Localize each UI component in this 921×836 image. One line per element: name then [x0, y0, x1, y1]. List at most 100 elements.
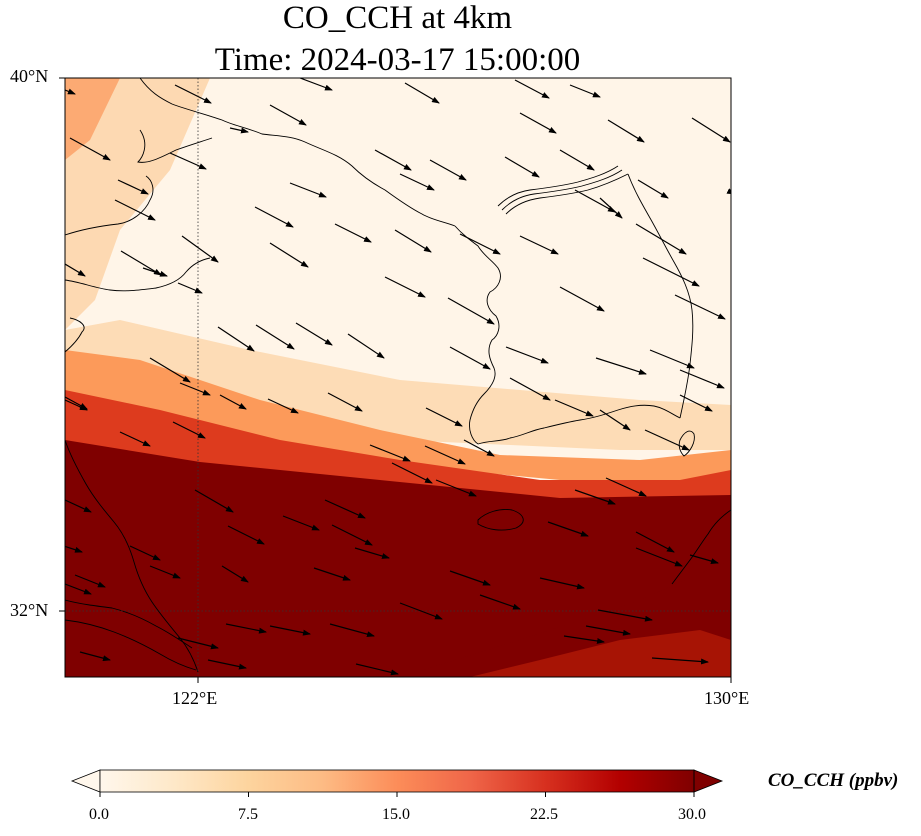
field-west-orange [65, 78, 210, 330]
wind-arrow [142, 267, 168, 277]
wind-arrow [65, 499, 92, 513]
coast-jiangsu [65, 317, 85, 353]
wind-arrow [514, 79, 550, 99]
wind-arrow [354, 547, 390, 559]
wind-arrow [435, 479, 477, 497]
wind-arrow [129, 545, 161, 561]
wind-arrow [194, 489, 234, 513]
wind-arrow [547, 521, 589, 537]
wind-arrow [585, 625, 631, 636]
field-nw-corner [65, 78, 120, 160]
wind-arrow [177, 282, 203, 294]
wind-arrow [574, 189, 616, 213]
colorbar-extend-min [70, 769, 101, 793]
field-dark-red [65, 440, 731, 677]
coast-korea-west [454, 225, 501, 445]
wind-arrow [65, 396, 88, 410]
wind-arrow [229, 127, 249, 134]
wind-arrow [181, 235, 219, 263]
wind-arrow [174, 84, 212, 104]
map-title-line1: CO_CCH at 4km [282, 0, 513, 36]
tsushima [678, 430, 695, 457]
wind-arrow [447, 297, 495, 325]
wind-arrow [219, 394, 247, 410]
wind-arrow [674, 294, 726, 320]
wind-arrow [177, 637, 219, 650]
wind-arrow [329, 623, 375, 638]
map-title-line2: Time: 2024-03-17 15:00:00 [214, 42, 581, 78]
wind-arrow [221, 565, 249, 583]
field-se-lighter [470, 630, 731, 677]
wind-arrow [563, 635, 605, 644]
yangtze-river [65, 599, 193, 649]
wind-arrow [355, 663, 399, 676]
wind-arrow [74, 574, 106, 588]
colorbar-tick-label-4: 30.0 [678, 806, 706, 823]
coast-north-korea-border [505, 173, 629, 215]
coast-liaodong [139, 78, 456, 227]
wind-arrow [65, 88, 76, 95]
lat-label-32n: 32°N [10, 600, 49, 620]
wind-arrow [651, 657, 709, 665]
wind-arrow [169, 152, 207, 170]
wind-arrow [149, 565, 181, 579]
wind-arrow [574, 489, 616, 505]
wind-arrow [599, 409, 631, 431]
map-plot-area [65, 78, 731, 677]
coast-north-korea-border-2 [501, 169, 623, 211]
wind-arrow [635, 547, 683, 567]
wind-vectors [65, 78, 731, 676]
wind-arrow [509, 377, 551, 401]
wind-arrow [217, 326, 255, 352]
wind-arrow [327, 392, 363, 412]
wind-arrow [120, 250, 162, 276]
wind-arrow [65, 583, 92, 595]
wind-arrow [374, 149, 412, 171]
wind-arrow [649, 349, 695, 369]
wind-arrow [394, 229, 432, 253]
yangtze-river-2 [65, 619, 197, 671]
wind-arrow [391, 462, 433, 484]
wind-arrow [599, 197, 623, 219]
wind-arrow [519, 235, 559, 255]
colorbar-tick-label-2: 15.0 [382, 806, 410, 823]
wind-arrow [295, 322, 333, 346]
wind-arrow [119, 431, 151, 447]
wind-arrow [207, 659, 247, 670]
wind-arrow [324, 499, 366, 519]
wind-arrow [404, 82, 440, 104]
wind-arrow [269, 104, 307, 126]
wind-arrow [504, 156, 540, 178]
wind-arrow [429, 159, 467, 181]
wind-arrow [117, 179, 149, 195]
wind-arrow [267, 398, 299, 414]
wind-arrow [559, 149, 595, 171]
wind-arrow [449, 346, 491, 370]
wind-arrow [79, 651, 111, 662]
field-moderate-band [65, 320, 731, 450]
wind-arrow [505, 346, 549, 364]
kyushu-coast [671, 509, 731, 585]
lon-label-122e: 122°E [172, 688, 218, 708]
colorbar-tick-label-1: 7.5 [238, 806, 258, 823]
wind-arrow [519, 112, 557, 134]
lat-label-40n: 40°N [10, 66, 49, 86]
wind-arrow [289, 182, 327, 198]
colorbar-label: CO_CCH (ppbv) [768, 770, 899, 791]
wind-arrow [347, 333, 385, 359]
wind-arrow [149, 357, 191, 383]
wind-arrow [635, 531, 675, 553]
colorbar [100, 770, 694, 792]
wind-arrow [689, 554, 719, 564]
jeju-island [477, 509, 524, 531]
wind-arrow [559, 286, 605, 312]
wind-arrow [644, 429, 690, 451]
coast-korea-south [477, 404, 681, 445]
wind-arrow [399, 602, 443, 620]
colorbar-tick-label-3: 22.5 [530, 806, 558, 823]
wind-arrow [65, 263, 86, 277]
wind-arrow [607, 119, 645, 143]
wind-arrow [299, 78, 333, 91]
wind-arrow [479, 594, 521, 610]
wind-arrow [369, 444, 411, 462]
